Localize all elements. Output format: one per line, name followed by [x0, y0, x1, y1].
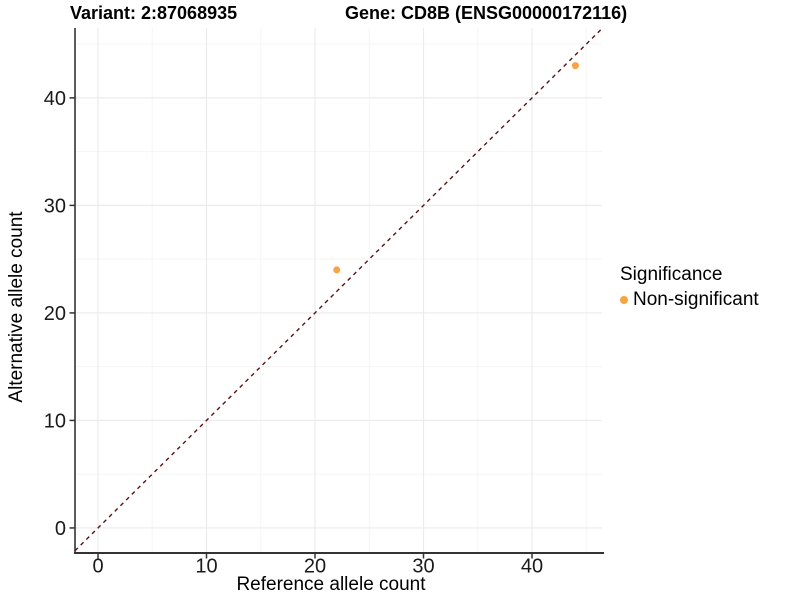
y-tick-label: 40: [44, 88, 66, 110]
y-tick-label: 30: [44, 195, 66, 217]
legend-dot-icon: [620, 296, 628, 304]
y-tick-label: 10: [44, 410, 66, 432]
variant-title: Variant: 2:87068935: [70, 3, 238, 23]
y-tick-label: 20: [44, 303, 66, 325]
y-tick-label: 0: [55, 518, 66, 540]
legend-item-label: Non-significant: [633, 289, 759, 310]
gene-title: Gene: CD8B (ENSG00000172116): [345, 3, 628, 23]
x-axis-title: Reference allele count: [236, 574, 426, 595]
x-tick-label: 0: [92, 556, 103, 578]
x-tick-label: 30: [412, 556, 434, 578]
y-axis-title: Alternative allele count: [6, 211, 27, 403]
identity-dashed-line: [74, 28, 603, 552]
data-point: [333, 266, 341, 274]
x-tick-label: 20: [304, 556, 326, 578]
data-point: [571, 62, 579, 70]
x-tick-label: 40: [521, 556, 543, 578]
legend: Significance Non-significant: [620, 264, 759, 311]
x-tick-label: 10: [195, 556, 217, 578]
legend-item-non-significant: Non-significant: [620, 289, 759, 311]
legend-title: Significance: [620, 264, 723, 285]
